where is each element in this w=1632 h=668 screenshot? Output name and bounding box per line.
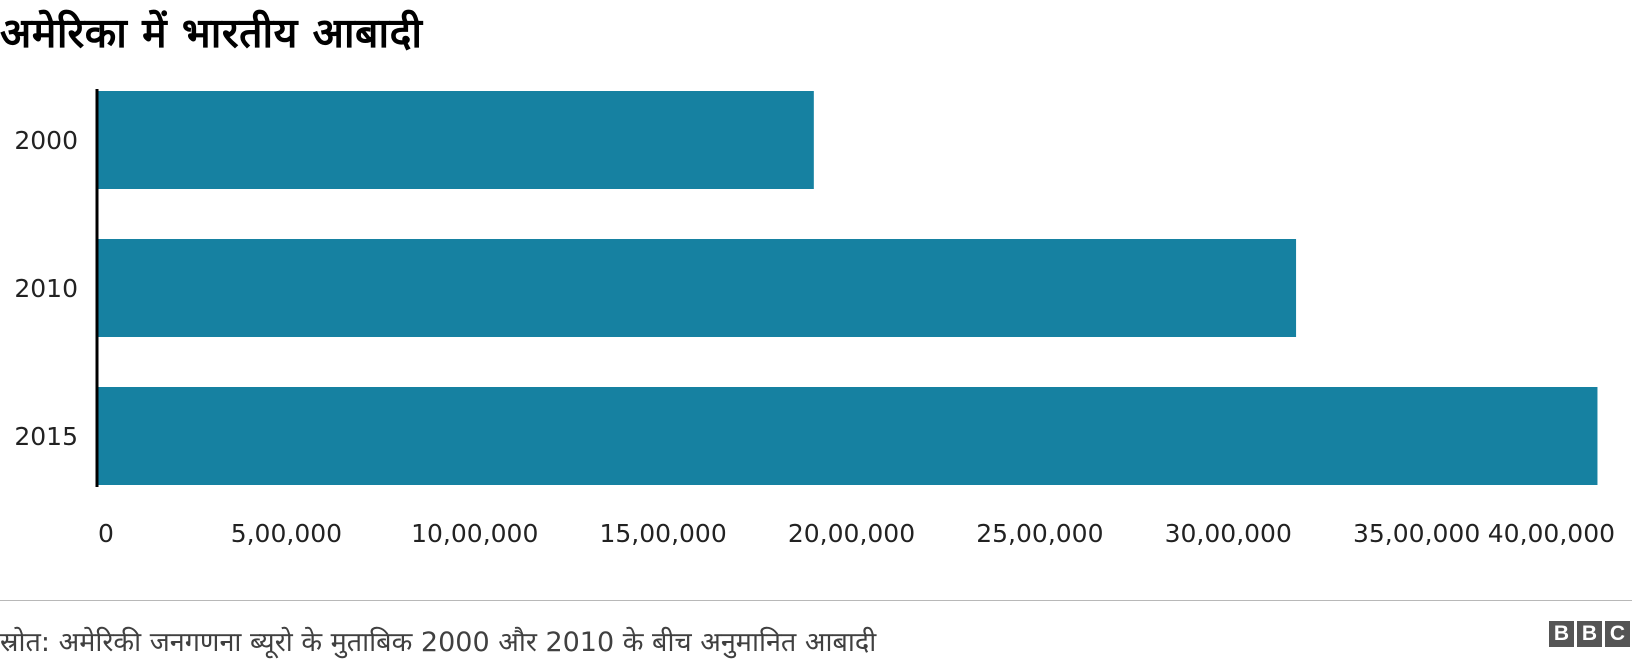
bbc-logo-letter: B: [1577, 621, 1602, 647]
bbc-logo-letter: C: [1605, 621, 1630, 647]
x-tick-label: 5,00,000: [231, 519, 342, 548]
x-tick-label: 10,00,000: [411, 519, 538, 548]
y-axis-labels: 2000 2010 2015: [14, 126, 78, 451]
x-tick-label: 40,00,000: [1488, 519, 1615, 548]
bar-2015: [98, 387, 1598, 485]
bbc-logo-letter: B: [1549, 621, 1574, 647]
bbc-logo: B B C: [1549, 621, 1630, 647]
x-tick-label: 25,00,000: [976, 519, 1103, 548]
y-tick-label: 2010: [14, 274, 78, 303]
bar-2010: [98, 239, 1297, 337]
bar-chart: 2000 2010 2015 0 5,00,000 10,00,000 15,00,000…: [14, 89, 1615, 548]
footer-divider: [0, 600, 1632, 601]
y-tick-label: 2000: [14, 126, 78, 155]
x-tick-label: 30,00,000: [1165, 519, 1292, 548]
bar-2000: [98, 91, 814, 189]
bars-group: [98, 91, 1598, 485]
y-tick-label: 2015: [14, 422, 78, 451]
x-tick-label: 0: [98, 519, 114, 548]
x-axis-labels: 0 5,00,000 10,00,000 15,00,000 20,00,000 25,0…: [98, 519, 1615, 548]
x-tick-label: 35,00,000: [1353, 519, 1480, 548]
source-note: स्रोत: अमेरिकी जनगणना ब्यूरो के मुताबिक …: [0, 627, 877, 658]
x-tick-label: 20,00,000: [788, 519, 915, 548]
x-tick-label: 15,00,000: [600, 519, 727, 548]
chart-title: अमेरिका में भारतीय आबादी: [0, 9, 423, 57]
